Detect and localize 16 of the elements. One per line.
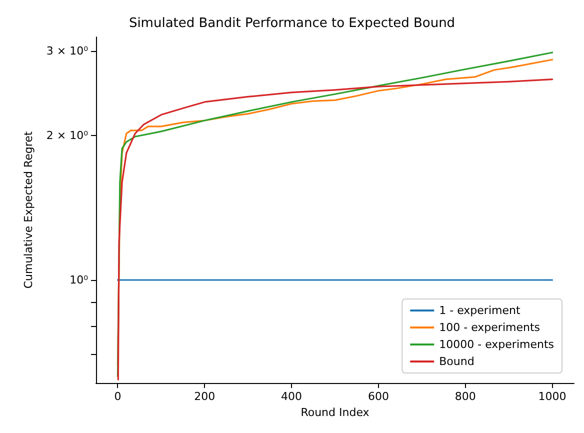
x-tick-label: 200 (194, 390, 216, 403)
x-tick-label: 800 (454, 390, 476, 403)
y-axis-title: Cumulative Expected Regret (22, 130, 35, 289)
legend-label: Bound (439, 355, 474, 368)
y-tick-label: 3 × 10⁰ (46, 44, 89, 58)
chart-title: Simulated Bandit Performance to Expected Bound (128, 16, 456, 31)
y-tick-label: 2 × 10⁰ (46, 129, 89, 142)
x-tick-label: 1000 (538, 390, 566, 403)
y-tick-label: 10⁰ (70, 274, 89, 287)
x-axis-title: Round Index (300, 406, 370, 419)
x-tick-label: 400 (281, 390, 302, 403)
x-tick-label: 0 (114, 390, 122, 403)
legend-label: 10000 - experiments (439, 338, 554, 351)
legend-label: 100 - experiments (439, 321, 540, 334)
legend-label: 1 - experiment (439, 304, 521, 317)
x-tick-label: 600 (368, 390, 389, 403)
